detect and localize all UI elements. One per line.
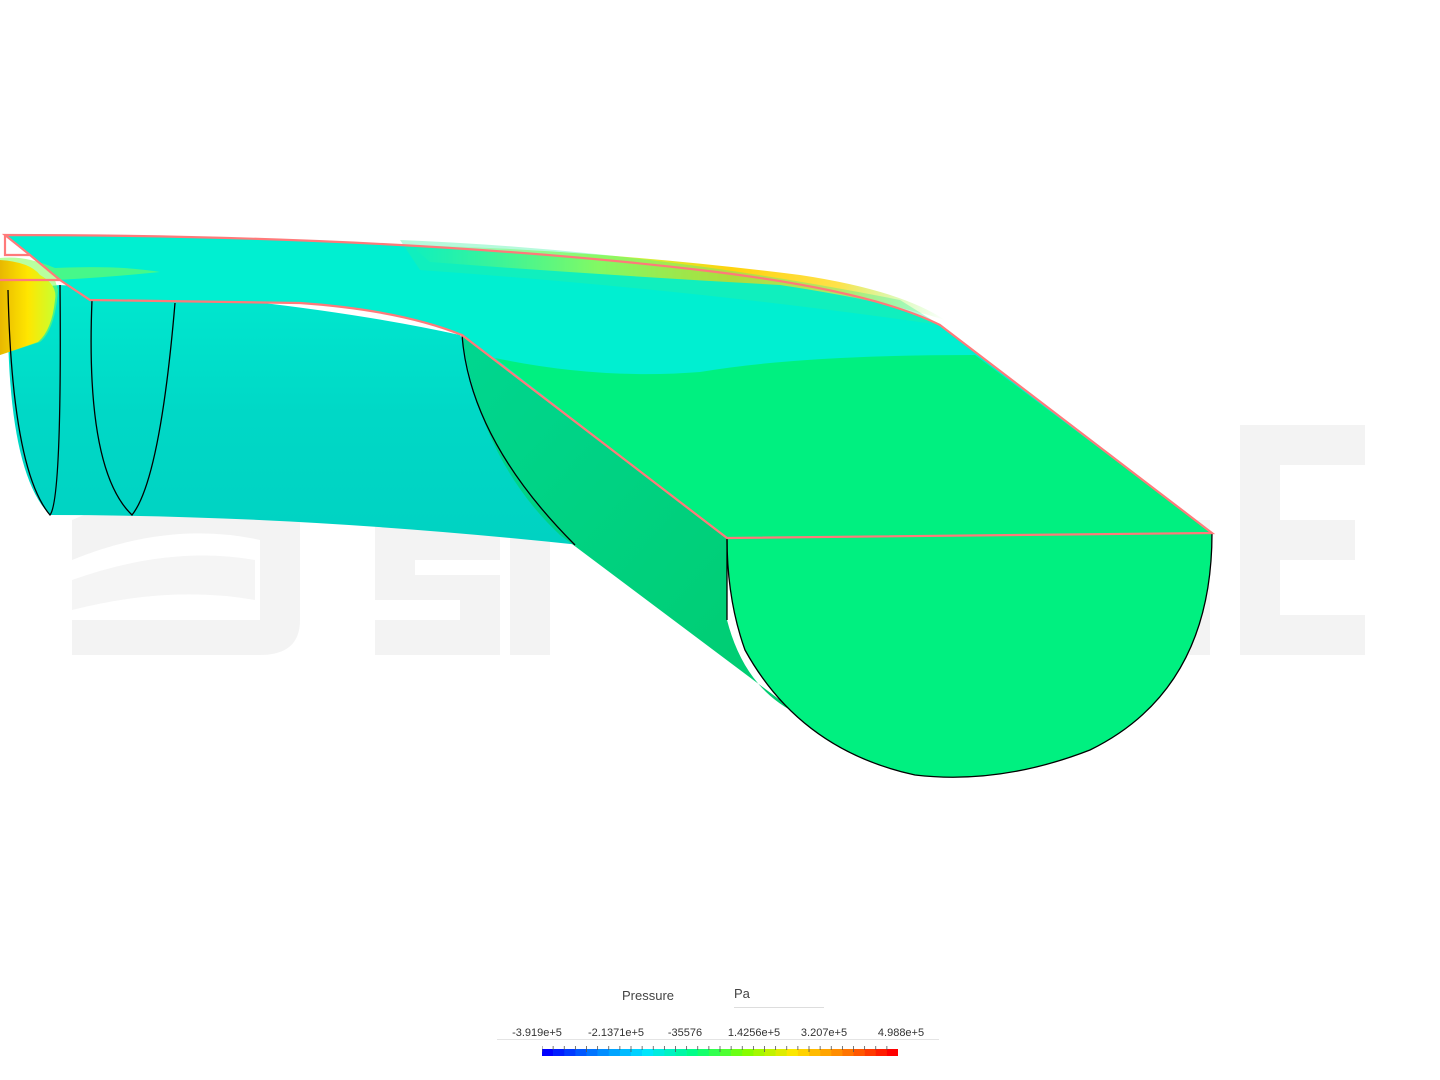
colorbar-segment	[775, 1049, 788, 1056]
colorbar-segment	[842, 1049, 854, 1056]
selected-edges	[0, 233, 1216, 540]
colorbar-segment	[653, 1049, 665, 1056]
colorbar-segment	[797, 1049, 810, 1056]
colorbar-segment	[564, 1049, 576, 1056]
colorbar-segment	[864, 1049, 877, 1056]
legend-tick-label: -2.1371e+5	[588, 1027, 644, 1039]
legend-divider	[497, 1039, 939, 1040]
pressure-band	[400, 240, 940, 325]
legend-tick-label: 4.988e+5	[877, 1027, 925, 1039]
colorbar-segment	[664, 1049, 676, 1056]
colorbar-segment	[753, 1049, 765, 1056]
colorbar-segment	[731, 1049, 743, 1056]
colorbar-segment	[553, 1049, 565, 1056]
pipe-body-surface	[7, 285, 580, 545]
legend-tick-label: 3.207e+5	[800, 1027, 848, 1039]
colorbar-segment	[720, 1049, 732, 1056]
colorbar-segment	[597, 1049, 610, 1056]
colorbar-segment	[631, 1049, 643, 1056]
colorbar-segment	[875, 1049, 888, 1056]
pressure-legend: Pressure Pa -3.919e+5 -2.1371e+5 -35576 …	[495, 980, 945, 1070]
colorbar-segment	[809, 1049, 821, 1056]
colorbar-segment	[764, 1049, 776, 1056]
legend-tick-label: 1.4256e+5	[727, 1027, 781, 1039]
top-cut-face-green	[495, 355, 1212, 538]
legend-title: Pressure	[622, 988, 675, 1003]
colorbar-segment	[786, 1049, 799, 1056]
colorbar-segment	[608, 1049, 621, 1056]
watermark	[72, 425, 1365, 655]
legend-unit[interactable]: Pa	[734, 986, 824, 1008]
colorbar-segment	[820, 1049, 832, 1056]
colorbar-segment	[619, 1049, 632, 1056]
colorbar-segment	[831, 1049, 843, 1056]
outlet-face[interactable]	[726, 532, 1213, 778]
pressure-colorbar	[542, 1046, 898, 1056]
colorbar-segment	[886, 1049, 898, 1056]
colorbar-segment	[853, 1049, 865, 1056]
colorbar-segment	[575, 1049, 587, 1056]
mesh-edges	[7, 284, 728, 620]
colorbar-segment	[708, 1049, 721, 1056]
colorbar-segment	[742, 1049, 754, 1056]
legend-tick-label: -35576	[667, 1027, 703, 1039]
colorbar-segment	[686, 1049, 699, 1056]
colorbar-segment	[697, 1049, 710, 1056]
outlet-side-surface	[462, 335, 800, 715]
colorbar-segment	[542, 1049, 554, 1056]
legend-tick-label: -3.919e+5	[512, 1027, 562, 1039]
colorbar-segment	[586, 1049, 598, 1056]
colorbar-segment	[642, 1049, 654, 1056]
colorbar-segment	[675, 1049, 687, 1056]
pressure-streak	[410, 245, 945, 320]
inlet-hot-zone	[0, 260, 56, 355]
